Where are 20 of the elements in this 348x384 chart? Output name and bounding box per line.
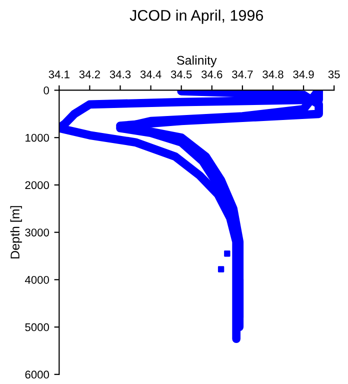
x-tick-label: 34.7: [232, 70, 253, 78]
x-tick-label: 34.2: [79, 70, 100, 78]
y-tick-label: 4000: [24, 276, 50, 284]
x-tick-label: 34.3: [110, 70, 131, 78]
x-tick-label: 35: [328, 70, 340, 78]
y-tick-label: 0: [44, 86, 50, 94]
y-tick-label: 6000: [25, 370, 50, 379]
x-tick-label: 34.1: [48, 70, 70, 78]
x-tick-label: 34.4: [140, 70, 162, 78]
y-tick-label: 2000: [25, 181, 50, 190]
y-tick-label: 3000: [25, 228, 50, 236]
chart-title: JCOD in April, 1996: [130, 10, 264, 24]
y-axis-title: Depth [m]: [10, 206, 22, 258]
x-tick-label: 34.8: [262, 70, 284, 78]
x-tick-label: 34.9: [293, 70, 314, 78]
y-tick-label: 5000: [25, 323, 50, 332]
x-tick-label: 34.5: [170, 70, 192, 78]
y-tick-label: 1000: [26, 134, 50, 142]
x-tick-label: 34.6: [202, 70, 222, 78]
x-axis-title: Salinity: [177, 56, 217, 68]
